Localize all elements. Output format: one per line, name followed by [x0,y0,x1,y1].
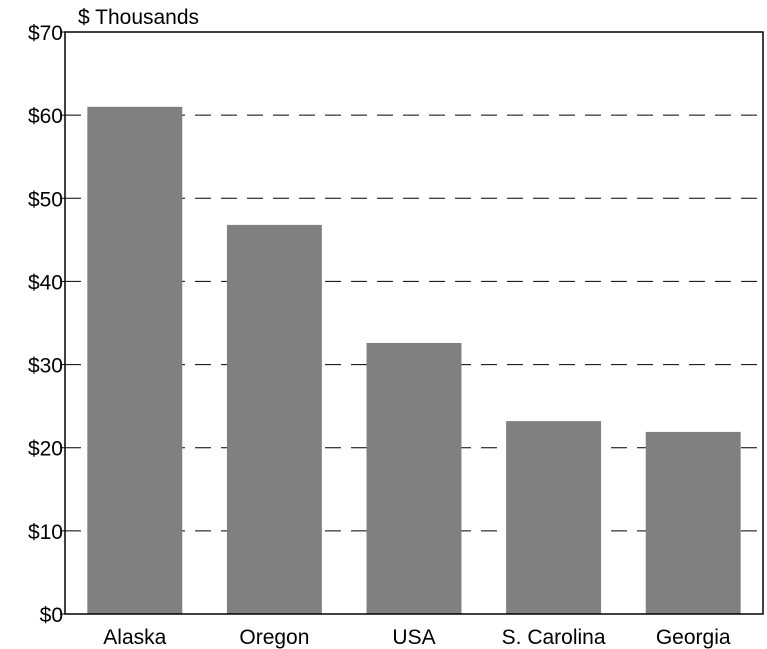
y-tick-label: $20 [28,438,63,461]
y-tick-label: $70 [28,22,63,45]
bar-usa [366,342,462,614]
x-tick-label: S. Carolina [502,626,606,649]
y-tick-label: $10 [28,521,63,544]
y-axis-ticks: $0 $10 $20 $30 $40 $50 $60 $70 [28,22,65,627]
x-tick-label: Oregon [239,626,309,649]
x-tick-label: USA [392,626,435,649]
bar-s-carolina [506,421,602,614]
y-axis-unit-label: $ Thousands [78,6,199,29]
x-tick-label: Georgia [656,626,731,649]
y-tick-label: $60 [28,105,63,128]
bar-alaska [87,106,183,614]
y-tick-label: $30 [28,355,63,378]
bar-oregon [226,224,322,615]
y-tick-label: $50 [28,188,63,211]
bar-georgia [645,431,741,614]
x-tick-label: Alaska [103,626,166,649]
y-tick-label: $40 [28,271,63,294]
bars [87,106,741,615]
y-tick-label: $0 [40,604,63,627]
x-axis-ticks: Alaska Oregon USA S. Carolina Georgia [103,626,731,649]
plot-area-frame [64,31,764,615]
